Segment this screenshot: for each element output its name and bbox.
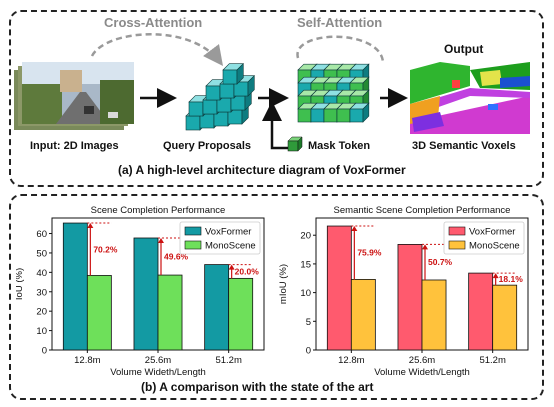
y-tick-label: 20 (300, 231, 311, 242)
output-voxels-label: 3D Semantic Voxels (412, 140, 516, 152)
bar-voxformer (397, 244, 423, 351)
architecture-diagram (14, 33, 532, 152)
improvement-arrow-head (351, 226, 358, 232)
improvement-label: 75.9% (357, 248, 382, 258)
bar-voxformer (133, 237, 159, 351)
chart-title: Semantic Scene Completion Performance (334, 205, 511, 216)
improvement-label: 49.6% (164, 252, 189, 262)
query-cube (222, 62, 245, 85)
cross-attention-label: Cross-Attention (104, 15, 203, 30)
improvement-label: 18.1% (499, 274, 524, 284)
panel-a-caption: (a) A high-level architecture diagram of… (118, 163, 406, 177)
improvement-arrow-head (87, 223, 94, 229)
y-tick-label: 60 (36, 229, 47, 240)
x-axis-label: Volume Wideth/Length (110, 367, 206, 378)
input-images-label: Input: 2D Images (30, 140, 119, 152)
bar-monoscene (228, 277, 254, 351)
improvement-label: 70.2% (93, 244, 118, 254)
y-tick-label: 20 (36, 307, 47, 318)
y-tick-label: 0 (306, 346, 311, 357)
improvement-arrow-head (492, 273, 499, 279)
x-tick-label: 51.2m (215, 355, 241, 366)
improvement-arrow-head (228, 264, 235, 270)
x-tick-label: 12.8m (74, 355, 100, 366)
improvement-arrow-head (158, 237, 164, 243)
panel-architecture (9, 10, 544, 187)
y-axis-label: mIoU (%) (278, 264, 289, 304)
cross-attention-arrow (90, 33, 224, 66)
query-proposals-label: Query Proposals (163, 140, 252, 152)
mask-token-cube-icon (287, 136, 303, 152)
legend-label: MonoScene (205, 241, 256, 252)
self-attention-arrow (296, 35, 385, 63)
legend-swatch (184, 240, 202, 250)
semantic-scene-completion-chart: Semantic Scene Completion Performance051… (278, 205, 529, 378)
bar-monoscene (492, 284, 518, 351)
bar-monoscene (86, 275, 112, 351)
legend-label: VoxFormer (205, 227, 251, 238)
y-tick-label: 0 (42, 346, 47, 357)
y-axis-label: IoU (%) (16, 268, 25, 300)
improvement-label: 20.0% (235, 266, 260, 276)
x-tick-label: 25.6m (409, 355, 435, 366)
legend-label: MonoScene (469, 241, 520, 252)
panel-b-caption: (b) A comparison with the state of the a… (141, 380, 374, 394)
y-tick-label: 10 (36, 326, 47, 337)
y-tick-label: 5 (306, 317, 311, 328)
panel-comparison (9, 194, 544, 400)
bar-voxformer (62, 222, 88, 351)
output-voxels-image (408, 62, 532, 134)
y-tick-label: 15 (300, 259, 311, 270)
legend-swatch (184, 226, 202, 236)
query-proposals-cubes (185, 62, 256, 131)
y-tick-label: 40 (36, 268, 47, 279)
y-tick-label: 10 (300, 288, 311, 299)
bar-voxformer (204, 264, 230, 351)
bar-monoscene (157, 274, 183, 351)
legend-swatch (448, 240, 466, 250)
bar-voxformer (468, 272, 494, 351)
self-attention-label: Self-Attention (297, 15, 383, 30)
y-tick-label: 30 (36, 287, 47, 298)
bar-monoscene (421, 279, 447, 351)
x-tick-label: 12.8m (338, 355, 364, 366)
legend-swatch (448, 226, 466, 236)
mask-token-grid (297, 63, 370, 123)
improvement-label: 50.7% (428, 257, 453, 267)
x-axis-label: Volume Wideth/Length (374, 367, 470, 378)
bar-monoscene (350, 279, 376, 351)
scene-completion-chart: Scene Completion Performance 0 10 20 30 40 50 6… (16, 205, 265, 378)
x-tick-label: 51.2m (479, 355, 505, 366)
input-images-stack (14, 62, 134, 130)
y-tick-label: 50 (36, 248, 47, 259)
bar-voxformer (326, 225, 352, 351)
improvement-arrow-head (422, 244, 428, 250)
chart-title: Scene Completion Performance (91, 205, 226, 216)
x-tick-label: 25.6m (145, 355, 171, 366)
output-title: Output (444, 42, 484, 56)
legend-label: VoxFormer (469, 227, 515, 238)
mask-grid-cube (349, 102, 370, 123)
mask-token-label: Mask Token (308, 140, 371, 152)
